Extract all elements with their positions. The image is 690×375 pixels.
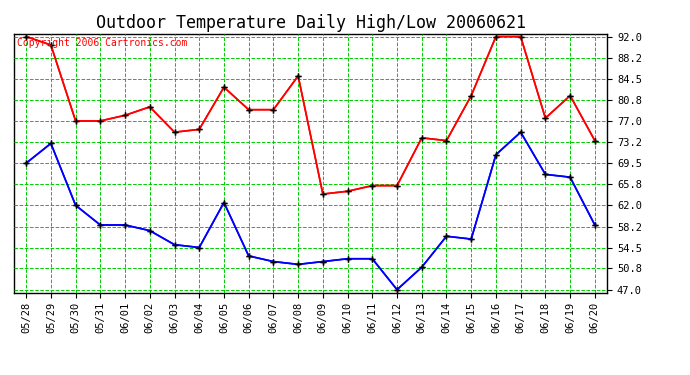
Title: Outdoor Temperature Daily High/Low 20060621: Outdoor Temperature Daily High/Low 20060… <box>95 14 526 32</box>
Text: Copyright 2006 Cartronics.com: Copyright 2006 Cartronics.com <box>17 38 187 48</box>
